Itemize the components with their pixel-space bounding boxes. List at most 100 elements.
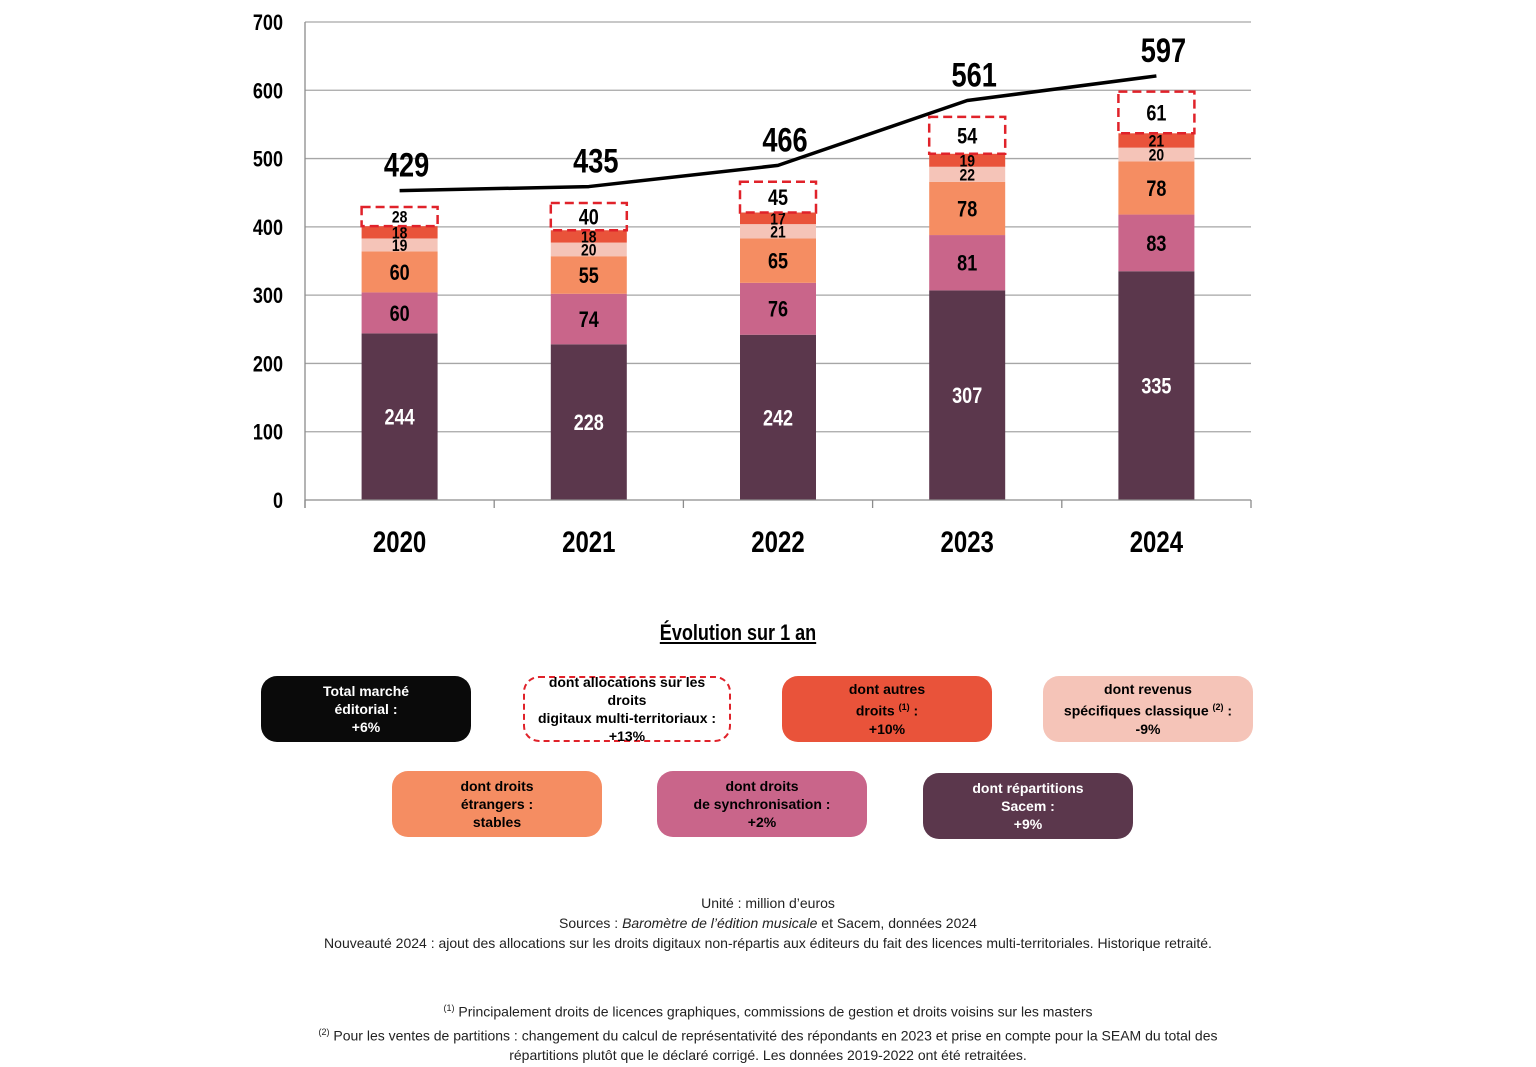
bar-segment-0-2021 xyxy=(550,344,627,500)
bar-value-label: 19 xyxy=(392,237,408,256)
bars: 2446060191828228745520184024276652117453… xyxy=(360,90,1196,500)
bar-value-label: 76 xyxy=(768,298,788,322)
bar-value-label: 81 xyxy=(957,252,977,276)
bar-value-label: 61 xyxy=(1146,102,1166,126)
bar-segment-digital-2022 xyxy=(738,180,818,214)
bar-value-label: 335 xyxy=(1141,375,1171,399)
bar-segment-digital-2024 xyxy=(1117,90,1196,135)
legend-digital-value: +13% xyxy=(608,728,646,744)
legend-etrangers-line1: dont droits xyxy=(460,778,534,794)
bar-value-label: 60 xyxy=(390,302,410,326)
legend-classique-line1: dont revenus xyxy=(1104,681,1192,698)
nouveaute-note: Nouveauté 2024 : ajout des allocations s… xyxy=(324,935,1212,951)
legend-sacem-line1: dont répartitions xyxy=(972,780,1084,796)
legend-classique-line2: spécifiques classique xyxy=(1063,702,1209,719)
bar-segment-4-2024 xyxy=(1118,133,1195,148)
bar-value-label: 18 xyxy=(581,228,597,247)
bar-value-label: 307 xyxy=(952,385,982,409)
bar-segment-2-2020 xyxy=(361,251,438,293)
legend-autres-line1: dont autres xyxy=(848,681,926,698)
sources-suffix: et Sacem, données 2024 xyxy=(817,915,977,931)
legend-sacem-value: +9% xyxy=(1013,816,1043,832)
bar-segment-4-2022 xyxy=(740,212,816,225)
bar-segment-1-2021 xyxy=(550,293,627,345)
legend-autres-value: +10% xyxy=(868,720,906,737)
bar-value-label: 22 xyxy=(959,166,975,185)
footnote-2-mark: (2) xyxy=(318,1026,330,1037)
bar-segment-1-2020 xyxy=(361,292,438,334)
total-line: 429 435 466 561 597 xyxy=(384,31,1186,193)
legend-autres-line2: droits xyxy=(855,702,895,719)
sources-prefix: Sources : xyxy=(559,915,623,931)
legend-digital-line2: digitaux multi-territoriaux : xyxy=(537,710,717,726)
legend-autres-sup: (1) xyxy=(898,702,910,713)
bar-value-label: 65 xyxy=(768,250,788,274)
legend-total-line2: éditorial : xyxy=(334,701,398,717)
bar-segment-0-2023 xyxy=(929,290,1006,500)
bar-segment-4-2023 xyxy=(929,153,1006,167)
bar-value-label: 78 xyxy=(957,198,977,222)
bar-segment-1-2023 xyxy=(929,235,1006,291)
footnote-1-mark: (1) xyxy=(443,1003,455,1013)
bar-value-label: 21 xyxy=(770,223,786,242)
footnotes: (1) Principalement droits de licences gr… xyxy=(0,998,1536,1065)
bar-value-label: 18 xyxy=(392,224,408,243)
y-tick-label: 500 xyxy=(253,148,283,172)
footnote-1-text: Principalement droits de licences graphi… xyxy=(454,1003,1093,1020)
legend-synchro-line1: dont droits xyxy=(725,778,799,794)
footnote-2: (2) Pour les ventes de partitions : chan… xyxy=(0,1022,1536,1046)
bar-value-label: 40 xyxy=(579,206,599,230)
bar-value-label: 45 xyxy=(768,186,788,210)
bar-value-label: 83 xyxy=(1146,232,1166,256)
bar-segment-0-2022 xyxy=(740,334,816,500)
x-tick-label: 2023 xyxy=(941,524,994,558)
bar-value-label: 242 xyxy=(763,407,793,431)
bar-value-label: 244 xyxy=(385,406,416,430)
y-tick-label: 300 xyxy=(253,285,283,309)
bar-segment-4-2021 xyxy=(550,230,627,243)
legend-classique-value: -9% xyxy=(1135,720,1161,737)
notes-sources: Unité : million d’euros Sources : Baromè… xyxy=(0,893,1536,953)
legend-autres-line2b: : xyxy=(909,702,919,719)
footnote-2-text: Pour les ventes de partitions : changeme… xyxy=(329,1027,1218,1044)
x-tick-label: 2021 xyxy=(562,524,615,558)
evolution-title: Évolution sur 1 an xyxy=(659,620,817,645)
bar-value-label: 20 xyxy=(581,241,596,260)
bar-value-label: 54 xyxy=(957,125,978,149)
legend-other-rights: dont autres droits (1) : +10% xyxy=(782,676,992,742)
bar-value-label: 228 xyxy=(574,411,604,435)
unit-note: Unité : million d’euros xyxy=(701,895,835,911)
bar-value-label: 19 xyxy=(959,152,975,171)
x-tick-label: 2024 xyxy=(1130,524,1183,558)
legend-digital-line1: dont allocations sur les droits xyxy=(548,674,706,708)
legend-classique-line2b: : xyxy=(1223,702,1233,719)
bar-value-label: 74 xyxy=(579,308,600,332)
x-tick-label: 2022 xyxy=(751,524,804,558)
footnote-2-line2: répartitions plutôt que le déclaré corri… xyxy=(509,1047,1027,1064)
bar-segment-4-2020 xyxy=(361,226,438,239)
bar-segment-3-2023 xyxy=(929,166,1006,182)
total-label: 429 xyxy=(384,146,429,185)
bar-segment-3-2022 xyxy=(740,224,816,239)
legend-digital-allocations: dont allocations sur les droits digitaux… xyxy=(523,674,731,744)
y-tick-label: 400 xyxy=(253,216,283,240)
bar-value-label: 60 xyxy=(390,261,410,285)
bar-segment-digital-2021 xyxy=(549,201,629,232)
total-line-path xyxy=(399,74,1157,193)
bar-segment-2-2022 xyxy=(740,238,816,283)
legend-synchro-value: +2% xyxy=(747,814,777,830)
legend-synchro-line2: de synchronisation : xyxy=(693,796,831,812)
legend-etrangers-line2: étrangers : xyxy=(460,796,534,812)
legend-foreign-rights: dont droits étrangers : stables xyxy=(392,771,602,837)
bar-segment-1-2022 xyxy=(740,282,816,335)
x-tick-label: 2020 xyxy=(373,524,426,558)
total-label: 466 xyxy=(762,120,807,159)
total-label: 561 xyxy=(952,56,997,95)
bar-segment-3-2024 xyxy=(1118,147,1195,162)
y-tick-label: 100 xyxy=(253,421,283,445)
legend-sync-rights: dont droits de synchronisation : +2% xyxy=(657,771,867,837)
bar-value-label: 28 xyxy=(392,209,408,228)
bar-value-label: 55 xyxy=(579,264,599,288)
legend-etrangers-value: stables xyxy=(472,814,522,830)
y-tick-label: 600 xyxy=(253,80,283,104)
